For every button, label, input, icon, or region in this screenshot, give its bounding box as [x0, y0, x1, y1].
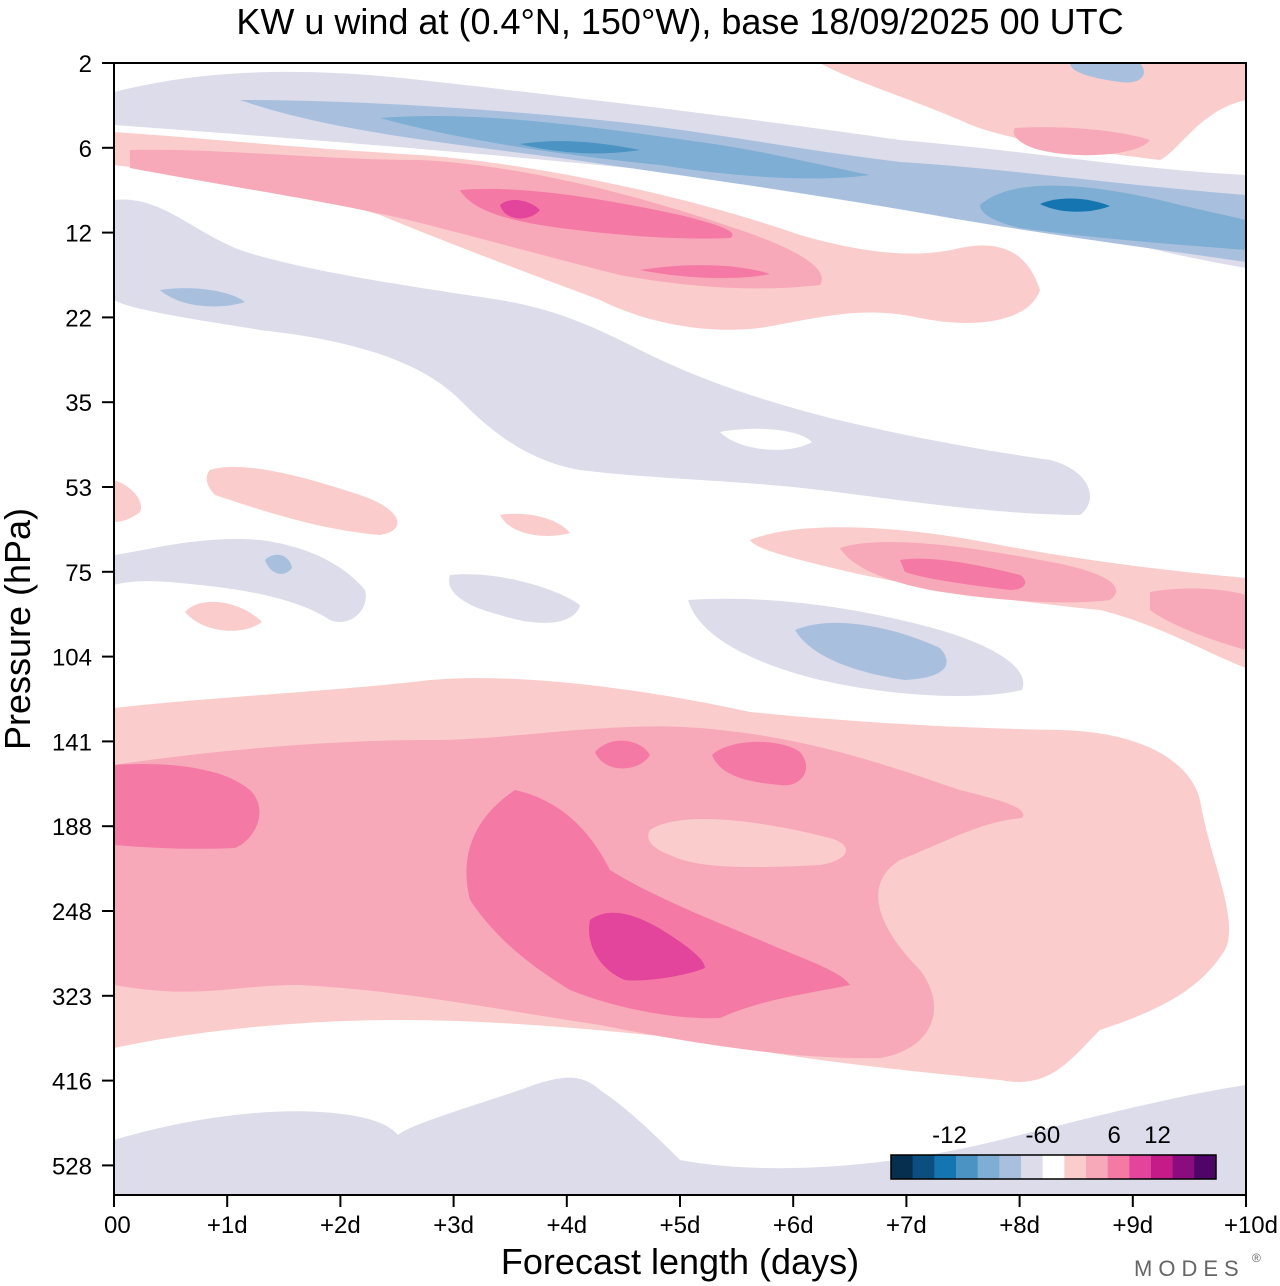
contour-neg-mid-light	[114, 199, 1090, 515]
contour-pos-53-left	[206, 466, 398, 535]
colorbar-swatch	[1194, 1155, 1217, 1179]
contour-neg-upper-core	[1040, 198, 1110, 212]
colorbar-label: 6	[1107, 1122, 1120, 1149]
contour-pos-lower-strong-141b	[712, 741, 807, 786]
colorbar-swatch	[1151, 1155, 1174, 1179]
contour-neg-75-dot	[265, 554, 292, 574]
colorbar-swatch	[891, 1155, 914, 1179]
colorbar-swatch	[1086, 1155, 1109, 1179]
y-tick-label: 323	[52, 984, 92, 1011]
x-tick-label: +2d	[320, 1212, 361, 1239]
x-tick-label: +8d	[999, 1212, 1040, 1239]
contour-field	[114, 63, 1246, 1195]
colorbar-swatch	[1172, 1155, 1195, 1179]
y-tick-label: 35	[65, 390, 92, 417]
y-tick-label: 141	[52, 729, 92, 756]
x-tick-label: +4d	[546, 1212, 587, 1239]
contour-pos-upper-strong	[460, 188, 733, 239]
contour-pos-75-mid2	[1150, 588, 1246, 650]
contour-hole-mid	[720, 428, 812, 450]
contour-pos-lower-hole	[648, 818, 847, 868]
y-tick-label: 22	[65, 305, 92, 332]
contour-pos-lower-strong-141a	[595, 740, 650, 769]
contour-pos-upper-core	[500, 199, 540, 219]
colorbar-swatch	[1064, 1155, 1087, 1179]
y-tick-label: 75	[65, 560, 92, 587]
colorbar-swatch	[956, 1155, 979, 1179]
colorbar-swatch	[977, 1155, 1000, 1179]
x-tick-label: +5d	[660, 1212, 701, 1239]
contour-pos-lower-strong-main	[466, 790, 850, 1019]
colorbar-label: 12	[1144, 1122, 1171, 1149]
contour-pos-100-left	[185, 601, 262, 631]
contour-pos-lower-core	[589, 912, 705, 981]
y-axis: 2 6 12 22 35 53 75 104 141 188 248 323 416 528	[52, 51, 114, 1180]
registered-mark: ®	[1252, 1251, 1261, 1265]
colorbar-swatch	[934, 1155, 957, 1179]
y-tick-label: 6	[79, 136, 92, 163]
colorbar-label: -6	[1025, 1122, 1046, 1149]
contour-pos-lower-strong-left	[114, 764, 260, 849]
y-tick-label: 12	[65, 221, 92, 248]
contour-pos-topright	[820, 63, 1246, 160]
modes-logo-text: MODES	[1134, 1256, 1245, 1281]
y-tick-label: 53	[65, 475, 92, 502]
y-tick-label: 104	[52, 645, 92, 672]
x-tick-label: +3d	[433, 1212, 474, 1239]
modes-logo: MODES ®	[1134, 1251, 1261, 1281]
y-tick-label: 188	[52, 814, 92, 841]
contour-neg-104-mid	[795, 622, 947, 680]
colorbar-swatch	[1042, 1155, 1065, 1179]
y-tick-label: 416	[52, 1069, 92, 1096]
contour-neg-75-left	[114, 538, 366, 622]
y-tick-label: 528	[52, 1153, 92, 1180]
x-axis: 00 +1d +2d +3d +4d +5d +6d +7d +8d +9d +10d	[104, 1195, 1278, 1239]
y-tick-label: 248	[52, 899, 92, 926]
y-axis-label: Pressure (hPa)	[0, 508, 38, 750]
colorbar-swatch	[912, 1155, 935, 1179]
colorbar-frame	[890, 1154, 1217, 1180]
contour-neg-upper-core2	[520, 141, 640, 154]
contour-neg-mid-mid	[160, 288, 245, 307]
colorbar-swatch	[999, 1155, 1022, 1179]
contour-pos-53-mid	[500, 513, 570, 536]
colorbar-swatch	[1107, 1155, 1130, 1179]
contour-pos-53-edge	[114, 480, 141, 522]
contour-pos-upper-strong2	[640, 265, 770, 279]
x-axis-label: Forecast length (days)	[501, 1241, 859, 1282]
x-tick-label: +7d	[886, 1212, 927, 1239]
chart-title: KW u wind at (0.4°N, 150°W), base 18/09/…	[236, 1, 1123, 42]
x-tick-label: 00	[104, 1212, 131, 1239]
colorbar-label: -12	[932, 1122, 967, 1149]
contour-pos-topright-mid	[1013, 127, 1150, 156]
colorbar-label: 0	[1047, 1122, 1060, 1149]
colorbar-swatch	[1021, 1155, 1044, 1179]
y-tick-label: 2	[79, 51, 92, 78]
contour-pos-upper-mid	[130, 149, 822, 289]
contour-pos-75-strong	[900, 558, 1026, 590]
colorbar-swatch	[1129, 1155, 1152, 1179]
x-tick-label: +10d	[1224, 1212, 1278, 1239]
contour-neg-topright	[1070, 63, 1144, 83]
x-tick-label: +6d	[773, 1212, 814, 1239]
colorbar: -12 -6 0 6 12	[890, 1122, 1217, 1180]
x-tick-label: +9d	[1112, 1212, 1153, 1239]
x-tick-label: +1d	[207, 1212, 248, 1239]
contour-neg-80-mid	[449, 574, 580, 623]
